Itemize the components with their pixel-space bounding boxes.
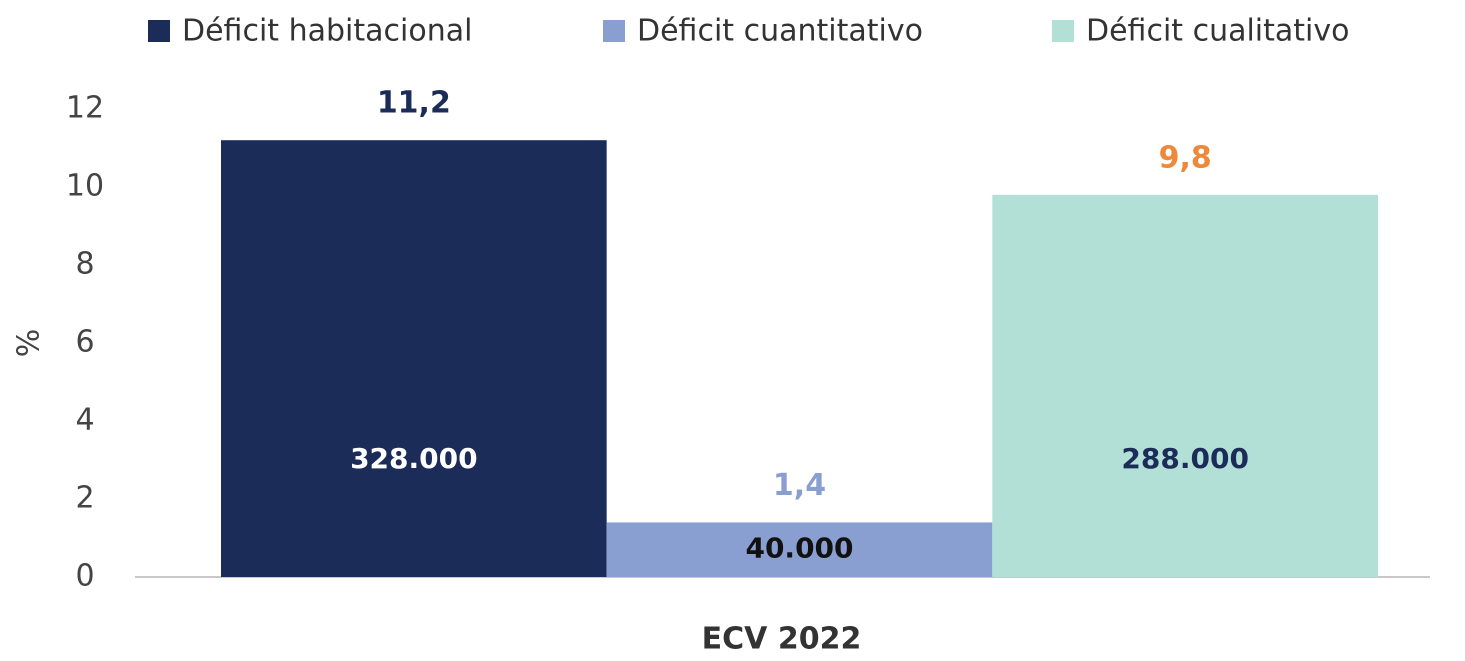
legend-label: Déficit cualitativo — [1086, 14, 1350, 49]
legend-label: Déficit cuantitativo — [637, 14, 923, 49]
value-label: 11,2 — [377, 86, 451, 121]
y-tick-label: 2 — [75, 481, 94, 516]
y-tick-label: 10 — [66, 169, 104, 204]
y-tick-label: 8 — [75, 247, 94, 282]
y-axis-label: % — [12, 329, 47, 358]
legend-swatch — [1052, 20, 1074, 42]
legend-swatch — [603, 20, 625, 42]
y-tick-label: 0 — [75, 559, 94, 594]
count-label: 40.000 — [745, 532, 853, 565]
count-label: 288.000 — [1121, 442, 1249, 475]
bar — [606, 522, 993, 577]
count-label: 328.000 — [350, 442, 478, 475]
value-label: 9,8 — [1159, 140, 1212, 175]
y-tick-label: 6 — [75, 325, 94, 360]
legend-label: Déficit habitacional — [182, 14, 472, 49]
y-tick-label: 4 — [75, 403, 94, 438]
y-tick-label: 12 — [66, 91, 104, 126]
x-tick-label: ECV 2022 — [702, 622, 862, 657]
bar — [221, 140, 607, 577]
value-label: 1,4 — [773, 468, 826, 503]
legend-swatch — [148, 20, 170, 42]
bar — [992, 194, 1378, 578]
